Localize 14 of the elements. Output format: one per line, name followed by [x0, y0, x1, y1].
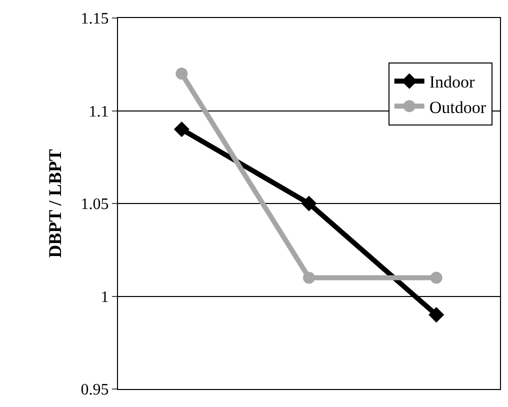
y-axis-title: DBPT / LBPT — [45, 149, 65, 258]
y-tick-label: 1 — [100, 288, 109, 306]
point — [428, 307, 444, 323]
point — [174, 122, 190, 138]
y-tick-label: 1.1 — [88, 103, 109, 120]
point — [430, 272, 442, 284]
y-tick-label: 0.95 — [80, 382, 109, 399]
point — [303, 272, 315, 284]
point — [301, 196, 317, 212]
point — [176, 68, 188, 80]
legend-label: Outdoor — [429, 98, 486, 117]
y-tick-label: 1.05 — [80, 196, 109, 214]
legend-label: Indoor — [429, 72, 476, 92]
y-tick-label: 1.15 — [80, 10, 109, 28]
